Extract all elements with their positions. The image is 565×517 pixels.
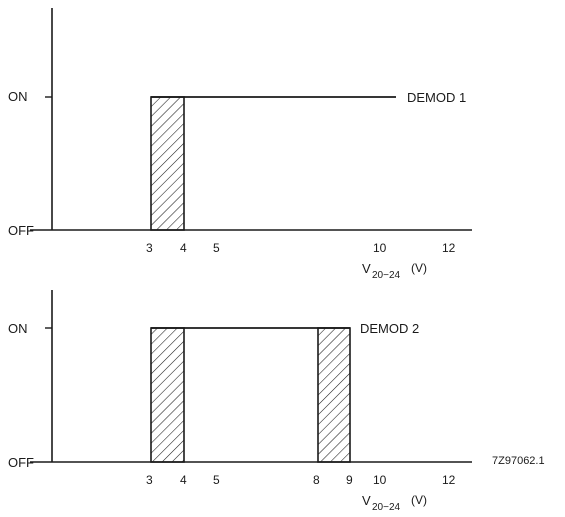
demod1-tick-3: 3 — [146, 241, 153, 255]
demod1-tick-4: 4 — [180, 241, 187, 255]
demod2-axis-unit: (V) — [411, 493, 427, 507]
demod1-on-label: ON — [8, 89, 28, 104]
demod1-tick-5: 5 — [213, 241, 220, 255]
demod2-axis-base: V — [362, 493, 371, 508]
demod2-x-axis-title: V 20−24 (V) — [362, 493, 427, 513]
demod2-hatch-band-8-9 — [317, 327, 351, 463]
figure-reference-code: 7Z97062.1 — [492, 455, 545, 467]
demod1-tick-labels: 3 4 5 10 12 — [146, 241, 456, 255]
demod1-panel: ON OFF DEMOD 1 3 4 5 10 12 V 20−24 (V) — [8, 8, 472, 281]
demod2-tick-5: 5 — [213, 473, 220, 487]
demod2-tick-labels: 3 4 5 8 9 10 12 — [146, 473, 456, 487]
demod2-on-label: ON — [8, 321, 28, 336]
demod2-series-label: DEMOD 2 — [360, 321, 419, 336]
demod1-axis-subscript: 20−24 — [372, 270, 401, 281]
demod2-tick-10: 10 — [373, 473, 387, 487]
demod1-axis-unit: (V) — [411, 261, 427, 275]
demod1-series-label: DEMOD 1 — [407, 90, 466, 105]
demod2-tick-3: 3 — [146, 473, 153, 487]
demod2-panel: ON OFF DEMOD 2 3 4 5 8 9 10 12 V 20−24 (… — [8, 290, 545, 513]
demod2-tick-4: 4 — [180, 473, 187, 487]
demod2-tick-9: 9 — [346, 473, 353, 487]
demod1-tick-10: 10 — [373, 241, 387, 255]
demod2-hatch-band-3-4 — [150, 327, 185, 463]
demod1-axis-base: V — [362, 261, 371, 276]
demod2-tick-8: 8 — [313, 473, 320, 487]
demod2-axis-subscript: 20−24 — [372, 502, 401, 513]
demod1-hatch-band-3-4 — [150, 96, 185, 231]
demod1-tick-12: 12 — [442, 241, 456, 255]
demod2-tick-12: 12 — [442, 473, 456, 487]
demod2-off-label: OFF — [8, 455, 34, 470]
demod1-x-axis-title: V 20−24 (V) — [362, 261, 427, 281]
demod1-off-label: OFF — [8, 223, 34, 238]
